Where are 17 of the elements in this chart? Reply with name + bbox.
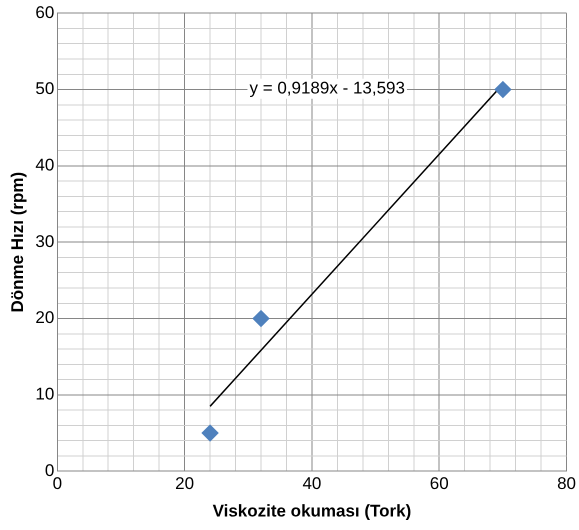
y-tick-label: 20 (35, 308, 54, 328)
annotation: y = 0,9189x - 13,593 (249, 78, 405, 98)
point (202, 424, 219, 442)
y-tick-label: 60 (35, 2, 54, 22)
x-tick-label: 20 (175, 474, 194, 494)
x-tick-label: 40 (302, 474, 322, 494)
point (252, 310, 270, 328)
y-tick-label: 30 (35, 232, 54, 251)
y-tick-label: 40 (35, 156, 54, 175)
y-tick-label: 50 (35, 79, 54, 98)
y-tick-label: 10 (35, 384, 54, 404)
x-tick-label: 60 (430, 474, 449, 494)
y-axis-title: Dönme Hızı (rpm) (8, 172, 27, 313)
x-tick-label: 80 (557, 474, 576, 494)
point (494, 81, 512, 98)
x-axis-title: Viskozite okuması (Tork) (212, 501, 412, 520)
y-tick-label: 0 (44, 460, 54, 480)
